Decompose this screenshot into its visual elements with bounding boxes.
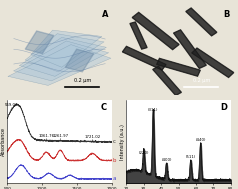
Polygon shape (122, 46, 166, 70)
Text: 0.2 μm: 0.2 μm (193, 78, 210, 83)
Text: b: b (113, 158, 116, 163)
Text: 0.2 μm: 0.2 μm (74, 78, 91, 83)
Text: A: A (102, 10, 109, 19)
Text: 569.03: 569.03 (5, 103, 19, 109)
Text: D: D (221, 103, 228, 112)
Text: (440): (440) (195, 138, 206, 142)
Text: (400): (400) (161, 158, 172, 162)
Polygon shape (174, 30, 206, 68)
Text: B: B (223, 10, 230, 19)
Y-axis label: Intensity (a.u.): Intensity (a.u.) (120, 124, 125, 160)
Polygon shape (25, 31, 54, 54)
Text: c: c (113, 139, 116, 144)
Text: C: C (100, 103, 107, 112)
Text: (220): (220) (139, 151, 149, 155)
Polygon shape (153, 66, 181, 95)
Polygon shape (31, 30, 102, 67)
Polygon shape (192, 48, 234, 77)
Text: 1721.02: 1721.02 (84, 135, 100, 141)
Text: (311): (311) (148, 108, 159, 112)
Y-axis label: Absorbance: Absorbance (1, 127, 6, 156)
Polygon shape (157, 58, 200, 76)
Polygon shape (130, 22, 147, 49)
Text: 1261.97: 1261.97 (52, 134, 68, 140)
Polygon shape (25, 34, 104, 72)
Text: (511): (511) (186, 155, 196, 159)
Polygon shape (65, 49, 94, 72)
Polygon shape (14, 41, 109, 81)
Text: a: a (113, 177, 116, 181)
Polygon shape (132, 12, 179, 50)
Polygon shape (20, 37, 106, 76)
Polygon shape (8, 45, 111, 85)
Text: 1061.76: 1061.76 (38, 134, 54, 140)
Polygon shape (186, 8, 217, 36)
